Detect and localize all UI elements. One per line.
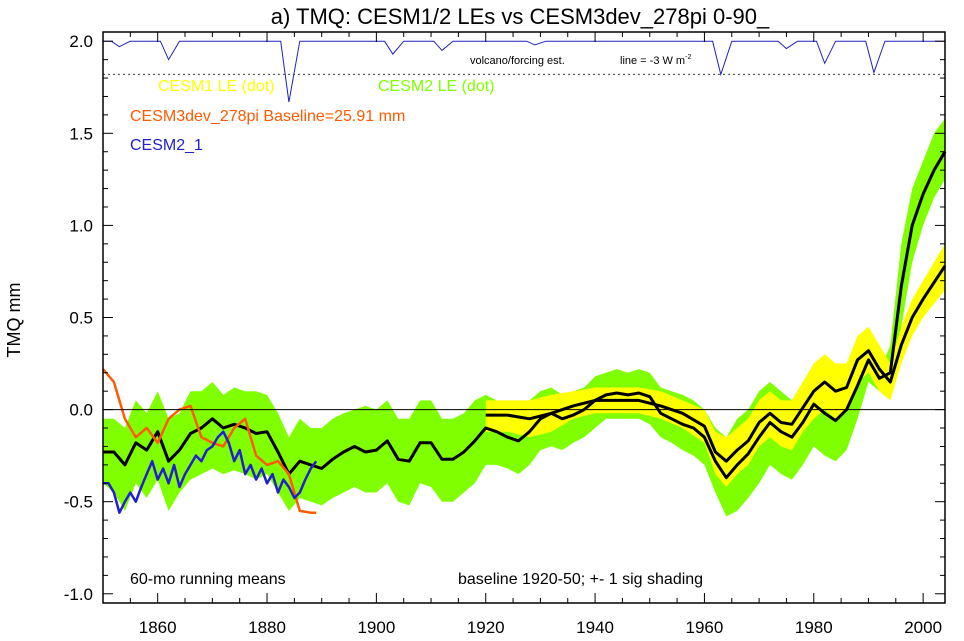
cesm1-band <box>485 243 945 487</box>
volcano-scale-sup: -2 <box>685 54 691 61</box>
cesm3-line <box>102 368 317 514</box>
running-means-note: 60-mo running means <box>130 571 286 588</box>
cesm2-mean-line <box>103 150 947 480</box>
y-tick-label: -1.0 <box>64 585 93 604</box>
legend-cesm2: CESM2 LE (dot) <box>378 78 494 95</box>
y-axis-label: TMQ mm <box>4 283 24 358</box>
y-tick-label: -0.5 <box>64 493 93 512</box>
line-layer <box>102 150 947 514</box>
tick-layer: 1860 1880 1900 1920 1940 1960 1980 2000 -1.0 -0.5… <box>64 32 945 637</box>
legend-cesm3: CESM3dev_278pi Baseline=25.91 mm <box>130 108 405 125</box>
x-tick-label: 1900 <box>357 618 395 637</box>
legend-cesm1: CESM1 LE (dot) <box>158 78 274 95</box>
y-tick-label: 1.0 <box>69 216 93 235</box>
y-tick-label: 2.0 <box>69 32 93 51</box>
volcano-layer <box>102 40 946 103</box>
cesm2-1-line <box>103 430 318 514</box>
x-tick-label: 1880 <box>248 618 286 637</box>
volcano-label: volcano/forcing est. <box>470 55 565 67</box>
y-tick-label: 1.5 <box>69 124 93 143</box>
chart-title: a) TMQ: CESM1/2 LEs vs CESM3dev_278pi 0-… <box>271 4 770 29</box>
y-tick-label: 0.5 <box>69 309 93 328</box>
x-tick-label: 1860 <box>139 618 177 637</box>
x-tick-label: 1920 <box>467 618 505 637</box>
band-layer <box>103 118 945 517</box>
x-tick-label: 2000 <box>904 618 942 637</box>
x-tick-label: 1980 <box>795 618 833 637</box>
legend-cesm2-1: CESM2_1 <box>130 137 203 154</box>
x-tick-label: 1940 <box>576 618 614 637</box>
y-tick-label: 0.0 <box>69 401 93 420</box>
cesm1-mean-line <box>485 265 947 463</box>
volcano-forcing-line <box>102 40 946 103</box>
baseline-note: baseline 1920-50; +- 1 sig shading <box>458 571 703 588</box>
volcano-scale-text: line = -3 W m <box>620 55 685 67</box>
x-tick-label: 1960 <box>686 618 724 637</box>
cesm2-band <box>103 118 945 517</box>
volcano-scale-label: line = -3 W m-2 <box>620 54 691 67</box>
